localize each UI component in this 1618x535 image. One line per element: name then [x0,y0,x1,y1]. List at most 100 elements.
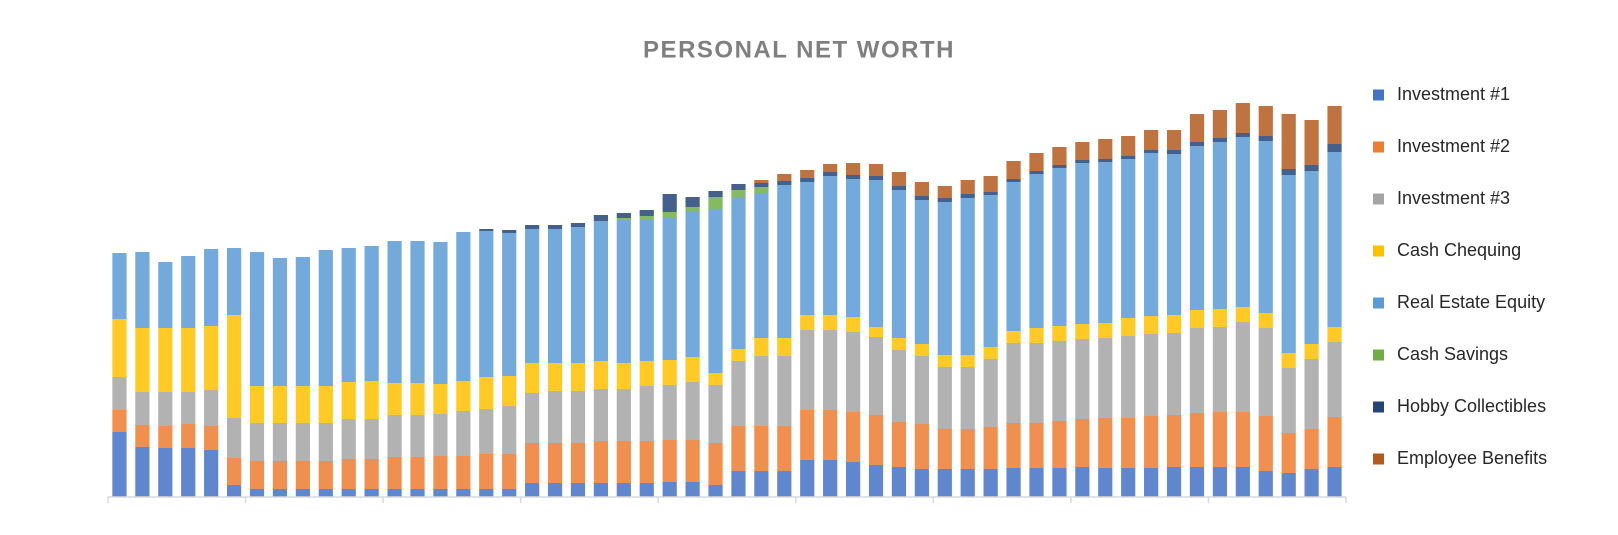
bar-segment [433,242,448,384]
bar-segment [135,447,150,497]
bar-segment [1098,338,1113,418]
bar-segment [112,410,127,432]
bar-segment [226,485,242,497]
bar-segment [1166,154,1182,315]
bar-segment [479,454,494,489]
bar-segment [570,223,586,227]
bar-segment [754,356,769,426]
bar-segment [1189,310,1205,328]
bar-segment [1121,336,1136,418]
legend-label: Real Estate Equity [1397,292,1545,312]
bar-segment [708,373,723,385]
bar-segment [525,443,540,483]
legend: Investment #1 Investment #2 Investment #3 C… [1373,84,1547,468]
bar-segment [341,459,356,489]
bar-segment [204,249,219,326]
bar-segment [570,227,586,363]
legend-swatch [1373,401,1384,413]
bar-segment [456,411,471,456]
bar-segment [662,385,677,440]
bar-segment [479,489,494,497]
bar-segment [135,425,150,447]
legend-swatch [1373,297,1384,309]
bar-segment [983,359,998,427]
bar-segment [800,178,815,182]
bar-segment [914,469,929,497]
bar-segment [525,225,540,229]
bar-segment [1189,467,1205,497]
bar-segment [800,460,815,497]
bar-segment [731,198,746,349]
bar-segment [547,229,563,363]
bar-segment [135,392,150,425]
bar-segment [868,176,884,180]
bar-segment [204,450,219,497]
bar-segment [158,448,173,497]
bar-segment [387,489,402,497]
legend-swatch [1373,245,1384,257]
bar-segment [387,383,402,415]
bar-segment [616,218,631,220]
bar-segment [1304,359,1319,429]
bar-segment [731,184,746,190]
bar-segment [662,218,677,360]
bar-segment [1281,169,1296,175]
bar-segment [708,197,723,209]
bar-segment [1212,327,1228,412]
bar-segment [502,406,517,454]
bar-segment [639,216,654,220]
bar-segment [502,376,517,406]
bar-segment [547,225,563,229]
bar-segment [1304,429,1319,469]
bar-segment [204,426,219,450]
bar-segment [226,248,242,315]
bar-segment [1121,136,1136,156]
bar-segment [1304,171,1319,344]
bar-segment [158,262,173,328]
bar-segment [1006,182,1021,331]
bar-segment [891,467,907,497]
bar-segment [914,182,929,196]
bar-segment [1144,468,1159,497]
bar-segment [1029,343,1044,423]
bar-segment [1144,316,1159,334]
plot-area [107,103,1347,503]
bar-segment [731,361,746,426]
bar-segment [1304,120,1319,165]
bar-segment [295,257,310,386]
bar-segment [204,390,219,426]
bar-segment [593,389,609,441]
bar-segment [1189,328,1205,413]
bar-segment [1052,168,1067,326]
bar-segment [1166,333,1182,415]
bar-segment [777,181,792,185]
legend-label: Cash Savings [1397,344,1508,364]
bar-segment [593,361,609,389]
bar-segment [1166,130,1182,150]
bar-segment [1212,142,1228,309]
bar-segment [754,183,769,187]
bar-segment [1121,159,1136,318]
bar-segment [479,409,494,454]
bar-segment [272,423,288,461]
bar-segment [226,458,242,485]
bar-segment [433,384,448,414]
bar-segment [868,337,884,415]
bar-segment [570,443,586,483]
bar-segment [845,317,861,332]
bar-segment [387,457,402,489]
bar-segment [1212,138,1228,142]
bar-segment [479,231,494,377]
bar-segment [845,462,861,497]
bar-segment [502,454,517,489]
bar-segment [983,347,998,359]
bar-segment [868,465,884,497]
bar-segment [823,315,838,330]
bar-segment [226,418,242,458]
bar-segment [823,330,838,410]
bar-segment [960,367,975,429]
bar-segment [502,230,517,233]
bar-segment [1235,322,1250,412]
bar-segment [1006,468,1021,497]
